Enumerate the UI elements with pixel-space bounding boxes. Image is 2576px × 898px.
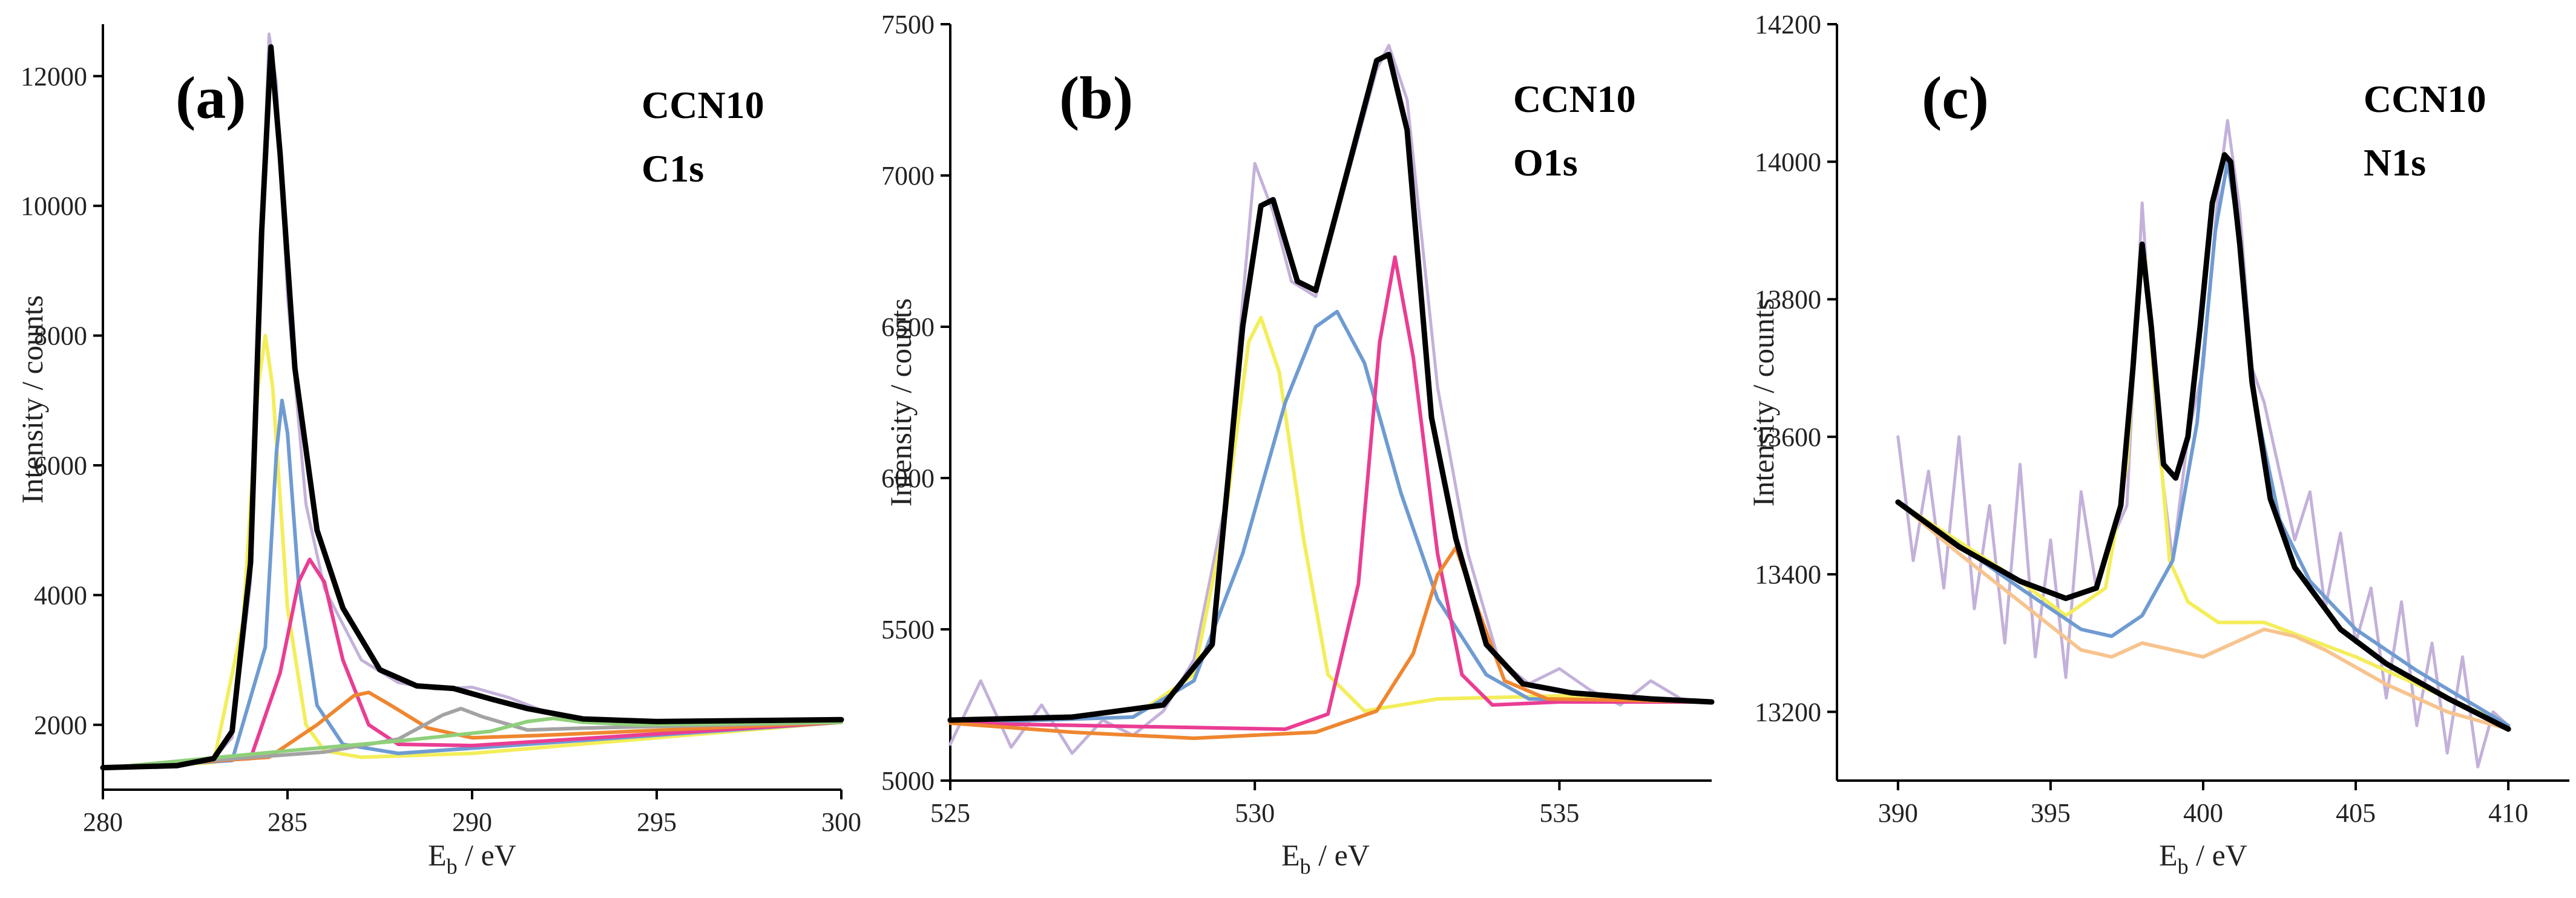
panel-c-series-envelope [1895,152,2511,732]
panel-b-y-tick-label: 5000 [881,766,935,796]
panel-a-y-tick-label: 8000 [34,321,87,351]
panel-a-ticks: 280 285 290 295 300 2000 4000 6000 8000 10000 1200… [21,62,861,837]
panel-b-x-tick-label: 525 [930,798,970,828]
panel-a-y-tick-label: 2000 [34,710,87,740]
panel-c-ticks: 390 395 400 405 410 13200 13400 13600 13800 14000… [1755,10,2528,828]
panel-a-series-peak-1 [101,333,843,770]
panel-a-x-tick-label: 300 [821,807,861,837]
panel-a-x-tick-label: 290 [452,807,492,837]
panel-b-sample: CCN10 [1513,77,1636,120]
panel-b-curves [947,44,1715,755]
panel-a-sample: CCN10 [642,84,764,126]
panel-a-region: C1s [642,147,704,190]
panel-b-x-tick-label: 535 [1539,798,1579,828]
panel-a-y-tick-label: 10000 [21,191,87,221]
panel-a-xlabel-sub: b [447,854,458,879]
panel-a-xlabel: Eb / eV [428,838,516,879]
panel-c-y-tick-label: 14000 [1755,147,1821,177]
panel-c-letter: (c) [1922,64,1989,131]
panel-b-y-tick-label: 6000 [881,464,935,493]
panel-c-x-tick-label: 390 [1878,798,1918,828]
panel-c-xlabel-sub: b [2178,854,2189,879]
panel-a-y-tick-label: 4000 [34,580,87,610]
panel-b-xlabel-sub: b [1300,854,1311,879]
panel-c-y-tick-label: 13600 [1755,422,1821,452]
panel-b-series-measured [948,44,1714,755]
panel-c-x-tick-label: 400 [2183,798,2223,828]
panel-b-series-peak-2 [948,310,1714,725]
panel-c-x-tick-label: 405 [2336,798,2376,828]
panel-c-curves [1895,119,2511,769]
panel-c-series-peak-2 [1896,160,2511,728]
panel-c-sample: CCN10 [2364,77,2486,120]
panel-a-series-measured [101,32,843,769]
panel-c-ylabel: Intensity / counts [1746,298,1780,506]
panel-b-y-tick-label: 7000 [881,161,935,191]
panel-a-curves [100,32,844,771]
panel-b-series-peak-4 [948,546,1714,740]
panel-a-ylabel: Intensity / counts [15,295,49,503]
panel-a: 280 285 290 295 300 2000 4000 6000 8000 10000 1200… [15,24,861,879]
panel-a-x-tick-label: 295 [637,807,677,837]
panel-b-y-tick-label: 7500 [881,10,935,39]
panel-b-y-tick-label: 6500 [881,312,935,342]
panel-c: 390 395 400 405 410 13200 13400 13600 13800 14000… [1746,10,2569,879]
panel-c-y-tick-label: 13400 [1755,560,1821,589]
panel-a-xlabel-main: E [428,838,447,872]
panel-c-y-tick-label: 13800 [1755,285,1821,315]
panel-a-xlabel-unit: / eV [458,838,516,872]
panel-a-series-envelope [100,44,844,771]
panel-b-ticks: 525 530 535 5000 5500 6000 6500 7000 7500 [881,10,1579,828]
panel-b-xlabel: Eb / eV [1281,838,1370,879]
panel-b: 525 530 535 5000 5500 6000 6500 7000 7500 (b) CC… [881,10,1715,879]
panel-b-ylabel: Intensity / counts [884,298,918,506]
panel-a-letter: (a) [176,64,246,131]
panel-c-y-tick-label: 14200 [1755,10,1821,39]
panel-b-y-tick-label: 5500 [881,615,935,644]
panel-c-series-background [1896,500,2511,731]
panel-b-series-peak-3 [948,255,1714,731]
panel-c-xlabel: Eb / eV [2159,838,2247,879]
panel-c-y-tick-label: 13200 [1755,697,1821,727]
panel-b-x-tick-label: 530 [1235,798,1275,828]
panel-a-x-tick-label: 285 [268,807,307,837]
panel-b-xlabel-unit: / eV [1311,838,1370,872]
panel-a-series-peak-6 [101,716,843,770]
panel-b-series-envelope [947,51,1715,723]
panel-b-xlabel-main: E [1281,838,1300,872]
panel-b-letter: (b) [1059,64,1133,131]
panel-c-xlabel-main: E [2159,838,2178,872]
panel-a-y-tick-label: 6000 [34,451,87,480]
panel-b-series-peak-1 [948,316,1714,725]
panel-c-region: N1s [2364,141,2426,184]
panel-a-series-peak-5 [101,707,843,770]
panel-b-region: O1s [1513,141,1578,184]
panel-c-x-tick-label: 410 [2488,798,2528,828]
panel-a-y-tick-label: 12000 [21,62,87,91]
panel-c-x-tick-label: 395 [2031,798,2071,828]
panel-a-series-peak-4 [101,690,843,770]
panel-a-x-tick-label: 280 [83,807,123,837]
panel-c-xlabel-unit: / eV [2189,838,2247,872]
panel-a-series-peak-3 [101,557,843,770]
